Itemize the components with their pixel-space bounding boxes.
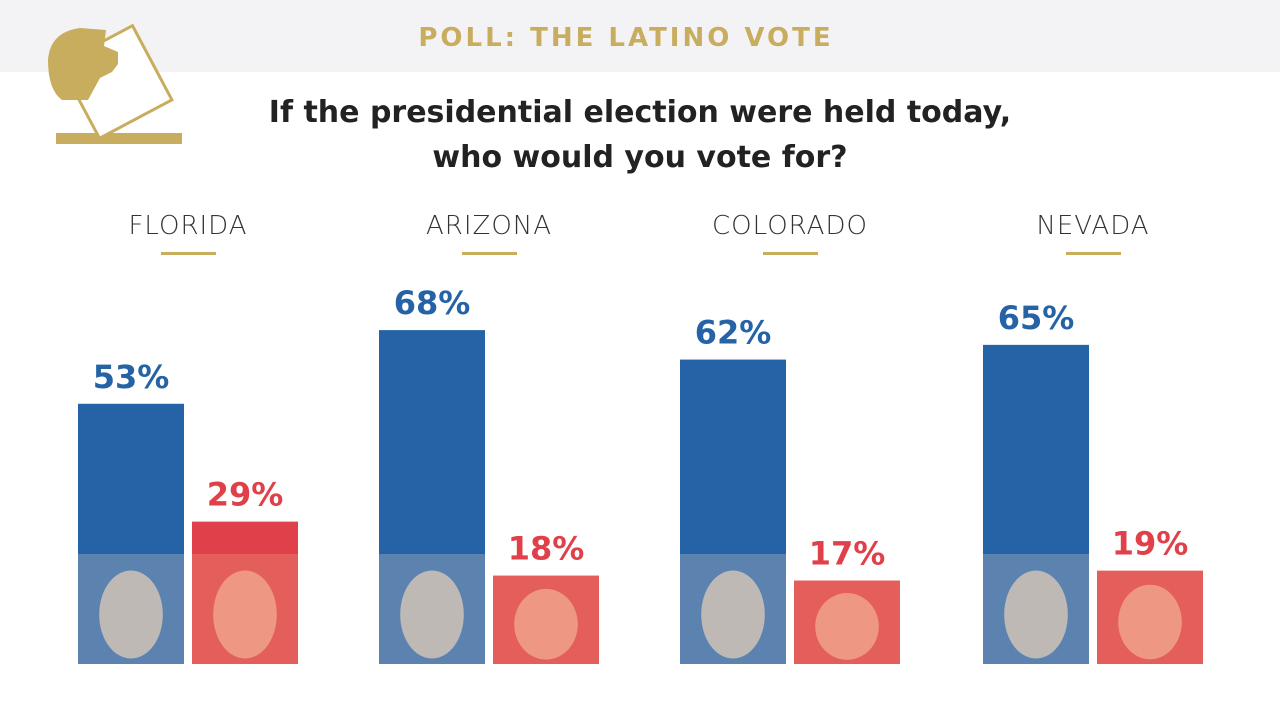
header-band — [0, 0, 1280, 72]
chart-title: NEVADA — [1036, 211, 1149, 241]
chart-title: ARIZONA — [426, 211, 552, 241]
portrait-face — [213, 570, 277, 659]
question: who would you vote for? — [432, 140, 847, 175]
ballot-icon — [48, 23, 182, 144]
value-label: 62% — [695, 314, 772, 352]
chart-title: FLORIDA — [128, 211, 247, 241]
portrait — [192, 554, 298, 664]
portrait — [983, 554, 1089, 664]
value-label: 65% — [998, 299, 1075, 337]
portrait — [794, 580, 900, 664]
value-label: 53% — [93, 358, 170, 396]
title-underline — [462, 252, 517, 255]
portrait-face — [514, 588, 578, 660]
chart-title: COLORADO — [712, 211, 868, 241]
portrait — [680, 554, 786, 664]
title-underline — [1066, 252, 1121, 255]
value-label: 68% — [394, 284, 471, 322]
value-label: 18% — [508, 530, 585, 568]
question: If the presidential election were held t… — [269, 95, 1011, 130]
value-label: 19% — [1112, 525, 1189, 563]
portrait-face — [701, 570, 765, 659]
portrait — [1097, 570, 1203, 664]
portrait-face — [99, 570, 163, 659]
value-label: 17% — [809, 535, 886, 573]
header-title: POLL: THE LATINO VOTE — [418, 23, 833, 53]
portrait — [493, 575, 599, 664]
title-underline — [161, 252, 216, 255]
portrait — [78, 554, 184, 664]
portrait — [379, 554, 485, 664]
value-label: 29% — [207, 476, 284, 514]
portrait-face — [1118, 584, 1182, 660]
portrait-face — [400, 570, 464, 659]
portrait-face — [1004, 570, 1068, 659]
title-underline — [763, 252, 818, 255]
portrait-face — [815, 593, 879, 660]
